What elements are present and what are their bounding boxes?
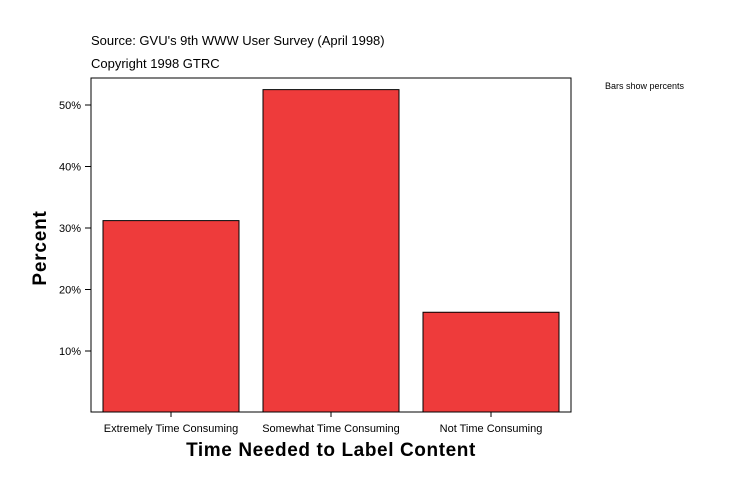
chart-copyright: Copyright 1998 GTRC (91, 56, 220, 71)
bars-note: Bars show percents (605, 81, 685, 91)
y-tick-label: 10% (59, 346, 81, 358)
x-axis-labels: Extremely Time Consuming Somewhat Time Co… (104, 412, 543, 435)
bar (262, 89, 400, 413)
x-axis-title: Time Needed to Label Content (186, 440, 476, 461)
x-category-label: Extremely Time Consuming (104, 423, 239, 435)
y-tick-label: 30% (59, 223, 81, 235)
y-tick-label: 40% (59, 162, 81, 174)
chart-source: Source: GVU's 9th WWW User Survey (April… (91, 33, 385, 48)
x-category-label: Not Time Consuming (440, 423, 543, 435)
bar (422, 311, 560, 413)
y-axis-title: Percent (30, 210, 51, 286)
y-tick-label: 50% (59, 100, 81, 112)
bars (102, 89, 560, 413)
bar (102, 220, 240, 413)
x-category-label: Somewhat Time Consuming (262, 423, 400, 435)
y-tick-label: 20% (59, 285, 81, 297)
y-axis: 10% 20% 30% 40% 50% (59, 100, 91, 358)
